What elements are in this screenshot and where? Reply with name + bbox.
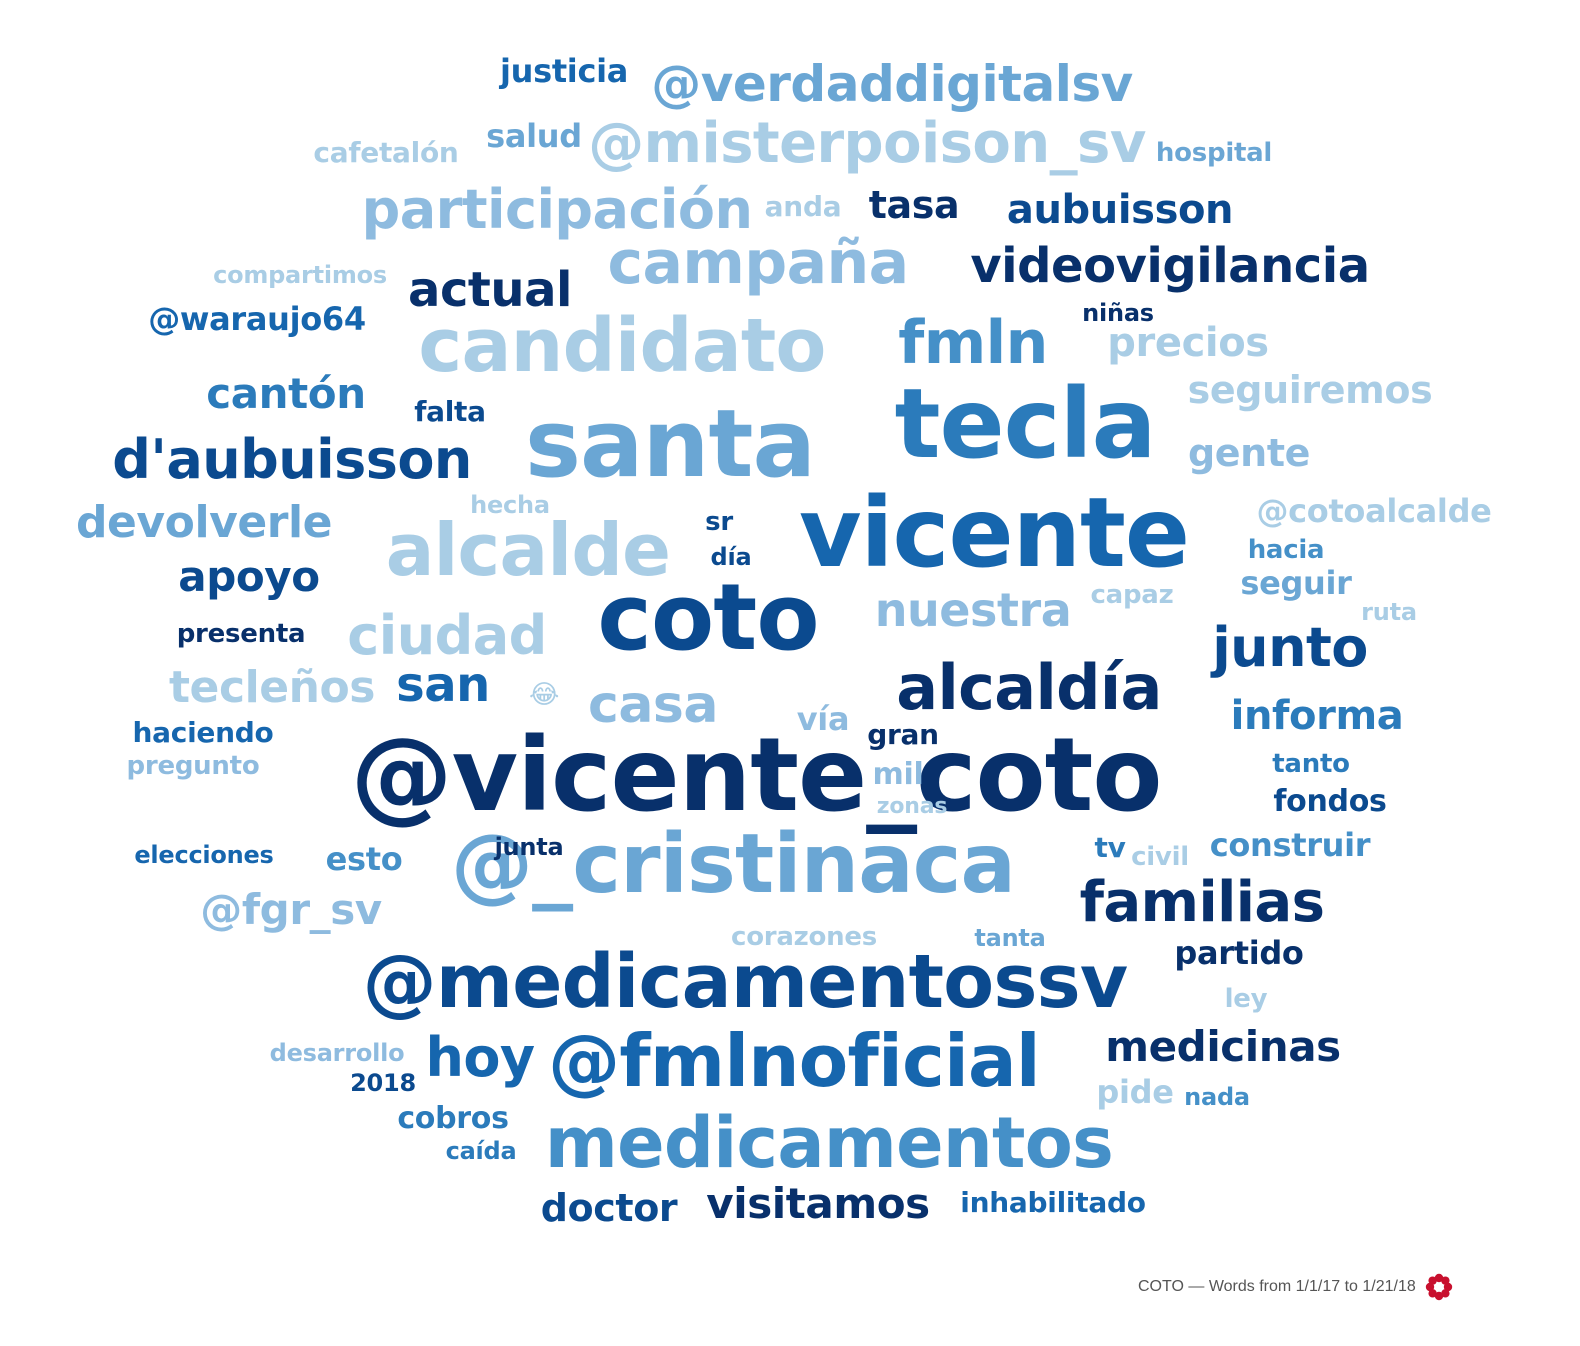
cloud-word: doctor xyxy=(540,1186,678,1230)
cloud-word: seguiremos xyxy=(1187,368,1433,412)
cloud-word: ley xyxy=(1224,984,1268,1014)
cloud-word: medicinas xyxy=(1105,1022,1341,1071)
cloud-word: campaña xyxy=(607,228,909,298)
cloud-word: nuestra xyxy=(874,583,1072,637)
logo-petal xyxy=(1428,1289,1437,1298)
cloud-word: compartimos xyxy=(213,261,387,289)
flower-logo-icon xyxy=(1424,1272,1454,1302)
cloud-word: aubuisson xyxy=(1006,187,1234,233)
cloud-word: junta xyxy=(494,833,564,861)
cloud-word: informa xyxy=(1230,693,1404,739)
cloud-word: videovigilancia xyxy=(970,238,1370,294)
cloud-word: ruta xyxy=(1361,598,1417,626)
cloud-word: esto xyxy=(325,840,403,878)
cloud-word: junto xyxy=(1212,616,1368,679)
cloud-word: cobros xyxy=(397,1101,509,1136)
logo-petal xyxy=(1443,1282,1452,1292)
cloud-word: fondos xyxy=(1273,784,1387,819)
cloud-word: civil xyxy=(1131,842,1189,872)
cloud-word: actual xyxy=(408,262,572,318)
cloud-word: hospital xyxy=(1155,138,1273,168)
cloud-word: presenta xyxy=(176,619,306,649)
cloud-word: corazones xyxy=(731,922,877,952)
cloud-word: tasa xyxy=(868,183,960,227)
cloud-word: cafetalón xyxy=(313,136,459,169)
cloud-word: tanta xyxy=(974,924,1046,952)
cloud-word: visitamos xyxy=(706,1179,930,1228)
cloud-word: caída xyxy=(445,1137,517,1165)
cloud-word: salud xyxy=(486,117,582,155)
cloud-word: vicente xyxy=(798,477,1190,589)
cloud-word: gran xyxy=(867,718,939,751)
cloud-word: falta xyxy=(414,395,486,428)
cloud-word: inhabilitado xyxy=(960,1186,1146,1219)
cloud-word: pide xyxy=(1096,1073,1174,1111)
cloud-word: casa xyxy=(588,675,718,735)
cloud-word: alcaldía xyxy=(896,651,1162,724)
cloud-word: hoy xyxy=(425,1026,535,1089)
logo-petal xyxy=(1434,1291,1443,1301)
cloud-word: tecleños xyxy=(168,662,376,713)
cloud-word: haciendo xyxy=(132,716,274,749)
cloud-word: tanto xyxy=(1272,749,1350,779)
cloud-word: anda xyxy=(764,190,842,223)
cloud-word: precios xyxy=(1107,320,1269,366)
logo-petal xyxy=(1428,1276,1437,1285)
cloud-word: @verdaddigitalsv xyxy=(651,55,1133,113)
cloud-word: cantón xyxy=(206,369,366,418)
cloud-word: capaz xyxy=(1090,580,1174,610)
cloud-word: ciudad xyxy=(347,604,547,667)
cloud-word: devolverle xyxy=(75,497,333,548)
logo-petal xyxy=(1440,1289,1450,1298)
cloud-word: @vicente_coto xyxy=(350,716,1163,835)
cloud-word: candidato xyxy=(418,303,826,389)
cloud-word: tv xyxy=(1094,831,1126,864)
cloud-word: @fgr_sv xyxy=(200,885,382,934)
cloud-word: desarrollo xyxy=(269,1039,405,1067)
cloud-word: tecla xyxy=(894,368,1157,480)
cloud-word: alcalde xyxy=(385,508,671,592)
cloud-word: apoyo xyxy=(178,552,320,601)
cloud-word: @_cristinaca xyxy=(450,817,1016,912)
cloud-word: participación xyxy=(361,178,753,241)
cloud-word: niñas xyxy=(1082,299,1154,327)
cloud-word: hacia xyxy=(1247,535,1325,565)
cloud-word: seguir xyxy=(1240,564,1352,602)
cloud-word: familias xyxy=(1079,870,1325,935)
cloud-word: nada xyxy=(1184,1083,1250,1111)
cloud-word: fmln xyxy=(898,308,1048,378)
footer-text: COTO — Words from 1/1/17 to 1/21/18 xyxy=(1138,1278,1416,1295)
cloud-word: @waraujo64 xyxy=(148,300,366,338)
cloud-word: @medicamentossv xyxy=(362,939,1129,1025)
logo-petal xyxy=(1434,1273,1443,1283)
logo-petal xyxy=(1425,1282,1434,1292)
cloud-word: zonas xyxy=(876,794,948,819)
cloud-word: construir xyxy=(1209,826,1371,864)
cloud-word: @cotoalcalde xyxy=(1256,492,1492,530)
cloud-word: sr xyxy=(705,507,733,537)
cloud-word: medicamentos xyxy=(544,1102,1114,1184)
cloud-word: @misterpoison_sv xyxy=(588,111,1146,176)
cloud-word: coto xyxy=(597,564,819,671)
cloud-word: d'aubuisson xyxy=(112,428,472,491)
cloud-word: partido xyxy=(1174,934,1304,972)
cloud-word: justicia xyxy=(499,52,629,90)
cloud-word: día xyxy=(710,543,752,571)
cloud-word: hecha xyxy=(470,491,550,519)
laughing-emoji-icon: 😂 xyxy=(528,680,560,710)
cloud-word: elecciones xyxy=(134,841,274,869)
cloud-word: @fmlnoficial xyxy=(548,1019,1040,1103)
cloud-word: mil xyxy=(872,757,924,792)
logo-petal xyxy=(1440,1276,1450,1285)
footer-caption: COTO — Words from 1/1/17 to 1/21/18 xyxy=(1138,1272,1454,1302)
cloud-word: vía xyxy=(796,700,850,738)
cloud-word: pregunto xyxy=(126,751,260,781)
cloud-word: gente xyxy=(1187,431,1311,475)
cloud-word: santa xyxy=(525,390,816,499)
cloud-word: san xyxy=(396,657,490,713)
cloud-word: 2018 xyxy=(350,1069,416,1097)
